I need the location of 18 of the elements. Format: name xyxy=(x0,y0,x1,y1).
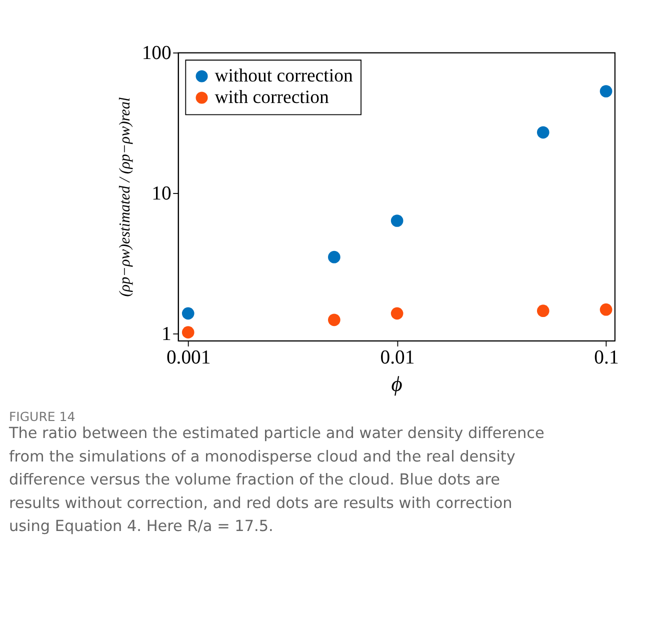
point xyxy=(600,303,612,316)
y-tick-label: 1 xyxy=(162,323,172,346)
x-tick-label: 0.01 xyxy=(380,346,415,368)
x-tick-label: 0.001 xyxy=(166,346,211,368)
caption: FIGURE 14 xyxy=(8,409,76,424)
x-tick-label: 0.1 xyxy=(594,346,619,368)
point xyxy=(390,214,404,227)
point xyxy=(390,307,404,320)
point xyxy=(182,326,194,338)
legend-label: with correction xyxy=(214,87,330,108)
y-axis-title: (ρp−ρw)estimated / (ρp−ρw)real xyxy=(116,97,134,297)
text: The ratio between the estimated particle and water density difference from the simulations of a monodisperse cloud and the real density difference versus the volume fraction of the cloud. Blue dots are results without correction, and red dots are results with correction using Equation 4. Here R/a = 17.5. xyxy=(8,424,544,536)
legend-label: without correction xyxy=(214,66,354,87)
point xyxy=(182,307,194,320)
x-axis-title: ϕ xyxy=(391,372,402,396)
y-tick-label: 100 xyxy=(142,42,172,64)
y-tick-label: 10 xyxy=(152,182,172,205)
point xyxy=(600,85,612,98)
